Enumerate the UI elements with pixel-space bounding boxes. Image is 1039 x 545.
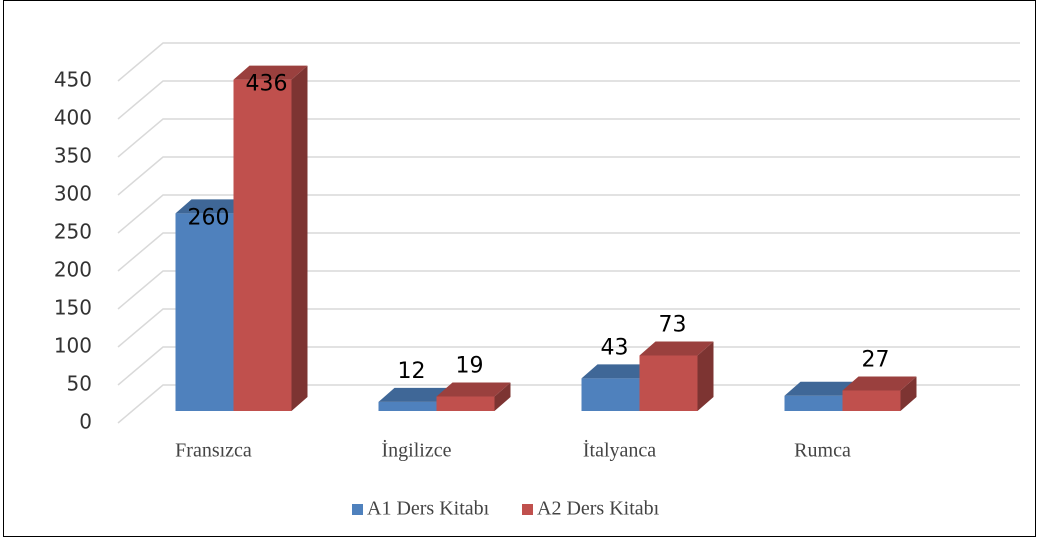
y-tick-label: 300 bbox=[54, 182, 92, 206]
bar-front bbox=[639, 355, 698, 411]
bar-top bbox=[784, 381, 859, 396]
bar bbox=[842, 376, 917, 411]
bar-front bbox=[175, 213, 234, 411]
grid-line bbox=[117, 80, 1020, 120]
data-label: 27 bbox=[862, 347, 890, 372]
bar-top bbox=[581, 364, 656, 379]
y-tick-label: 400 bbox=[54, 106, 92, 130]
bar bbox=[436, 382, 511, 411]
data-label: 43 bbox=[601, 335, 629, 360]
bar-side bbox=[900, 376, 917, 411]
grid-line bbox=[117, 308, 1020, 348]
y-tick-label: 150 bbox=[54, 296, 92, 320]
grid-line bbox=[117, 232, 1020, 272]
legend-swatch bbox=[352, 504, 363, 515]
data-label: 12 bbox=[398, 359, 426, 384]
bar-side bbox=[697, 341, 714, 411]
bar-front bbox=[581, 378, 640, 411]
grid-line bbox=[117, 346, 1020, 386]
y-tick-label: 50 bbox=[67, 372, 92, 396]
bar bbox=[639, 341, 714, 411]
bar-front bbox=[436, 396, 495, 411]
data-label: 436 bbox=[246, 72, 288, 97]
bar-top bbox=[639, 341, 714, 356]
data-label: 73 bbox=[659, 313, 687, 338]
bar bbox=[233, 65, 308, 411]
x-tick-label: Fransızca bbox=[175, 440, 252, 462]
grid-line bbox=[117, 42, 1020, 82]
bar-top bbox=[175, 199, 250, 214]
y-tick-label: 0 bbox=[79, 410, 92, 434]
grid-line bbox=[117, 156, 1020, 196]
x-tick-label: İngilizce bbox=[382, 439, 452, 462]
y-tick-label: 450 bbox=[54, 68, 92, 92]
bar-front bbox=[233, 79, 292, 411]
bar-side bbox=[494, 382, 511, 411]
bar-front bbox=[378, 401, 437, 411]
x-tick-label: Rumca bbox=[794, 440, 851, 462]
bar-top bbox=[436, 382, 511, 397]
bar-top bbox=[378, 387, 453, 402]
data-label: 19 bbox=[456, 354, 484, 379]
data-label: 260 bbox=[188, 205, 230, 230]
bar-front bbox=[784, 395, 843, 411]
bar-front bbox=[842, 390, 901, 411]
bar-top bbox=[233, 65, 308, 80]
x-tick-label: İtalyanca bbox=[583, 439, 656, 462]
legend-label: A2 Ders Kitabı bbox=[537, 498, 660, 520]
y-tick-label: 250 bbox=[54, 220, 92, 244]
y-tick-label: 350 bbox=[54, 144, 92, 168]
bar-side bbox=[291, 65, 308, 411]
grid-line bbox=[117, 194, 1020, 234]
legend-label: A1 Ders Kitabı bbox=[367, 498, 490, 520]
y-tick-label: 200 bbox=[54, 258, 92, 282]
y-tick-label: 100 bbox=[54, 334, 92, 358]
grid-line bbox=[117, 118, 1020, 158]
grid-line bbox=[117, 270, 1020, 310]
grid-line bbox=[117, 384, 1020, 424]
legend-swatch bbox=[522, 504, 533, 515]
bar-top bbox=[842, 376, 917, 391]
